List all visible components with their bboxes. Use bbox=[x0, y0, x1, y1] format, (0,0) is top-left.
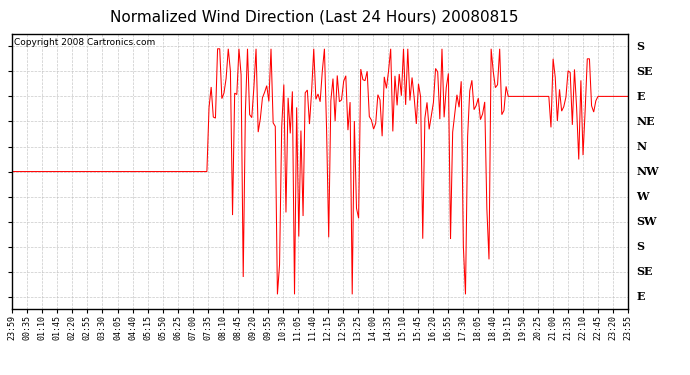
Text: Normalized Wind Direction (Last 24 Hours) 20080815: Normalized Wind Direction (Last 24 Hours… bbox=[110, 9, 518, 24]
Text: NE: NE bbox=[636, 116, 655, 127]
Text: W: W bbox=[636, 191, 649, 202]
Text: Copyright 2008 Cartronics.com: Copyright 2008 Cartronics.com bbox=[14, 38, 155, 47]
Text: SW: SW bbox=[636, 216, 657, 227]
Text: NW: NW bbox=[636, 166, 659, 177]
Text: N: N bbox=[636, 141, 647, 152]
Text: E: E bbox=[636, 291, 644, 302]
Text: S: S bbox=[636, 41, 644, 52]
Text: SE: SE bbox=[636, 66, 653, 77]
Text: SE: SE bbox=[636, 266, 653, 277]
Text: E: E bbox=[636, 91, 644, 102]
Text: S: S bbox=[636, 241, 644, 252]
